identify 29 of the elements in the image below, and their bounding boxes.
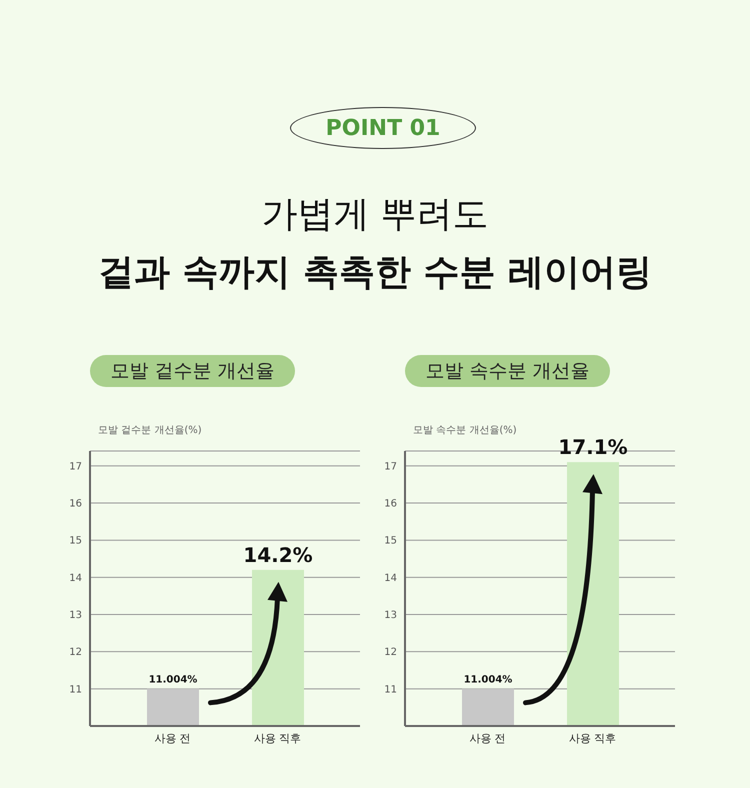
chart-title: 모발 겉수분 개선율 [90, 355, 295, 387]
y-axis-title: 모발 겉수분 개선율(%) [98, 424, 203, 437]
data-label: 14.2% [243, 542, 313, 567]
y-axis-title: 모발 속수분 개선율(%) [413, 424, 518, 437]
y-tick-label: 11 [384, 684, 397, 696]
data-label: 11.004% [148, 674, 198, 686]
x-tick-label: 사용 직후 [568, 732, 616, 745]
y-tick-label: 12 [384, 647, 397, 658]
y-tick-label: 15 [69, 536, 82, 547]
text: 가볍게 뿌려도 [260, 193, 490, 237]
text: POINT 01 [290, 107, 476, 149]
y-tick-label: 11 [69, 684, 82, 696]
y-tick-label: 16 [69, 498, 82, 510]
y-tick-label: 15 [384, 536, 397, 547]
text: 겉과 속까지 촉촉한 수분 레이어링 [96, 251, 654, 295]
y-tick-label: 16 [384, 498, 397, 510]
y-tick-label: 17 [384, 461, 397, 472]
y-tick-label: 14 [69, 572, 82, 584]
y-tick-label: 14 [384, 572, 397, 584]
x-tick-label: 사용 전 [469, 732, 506, 745]
x-tick-label: 사용 전 [154, 732, 191, 745]
data-label: 11.004% [464, 674, 512, 686]
y-tick-label: 13 [69, 610, 82, 622]
data-label: 17.1% [558, 435, 628, 460]
x-tick-label: 사용 직후 [254, 732, 302, 745]
chart-title: 모발 속수분 개선율 [405, 355, 610, 387]
y-tick-label: 17 [69, 461, 82, 472]
y-tick-label: 12 [69, 647, 82, 658]
y-tick-label: 13 [384, 610, 397, 622]
